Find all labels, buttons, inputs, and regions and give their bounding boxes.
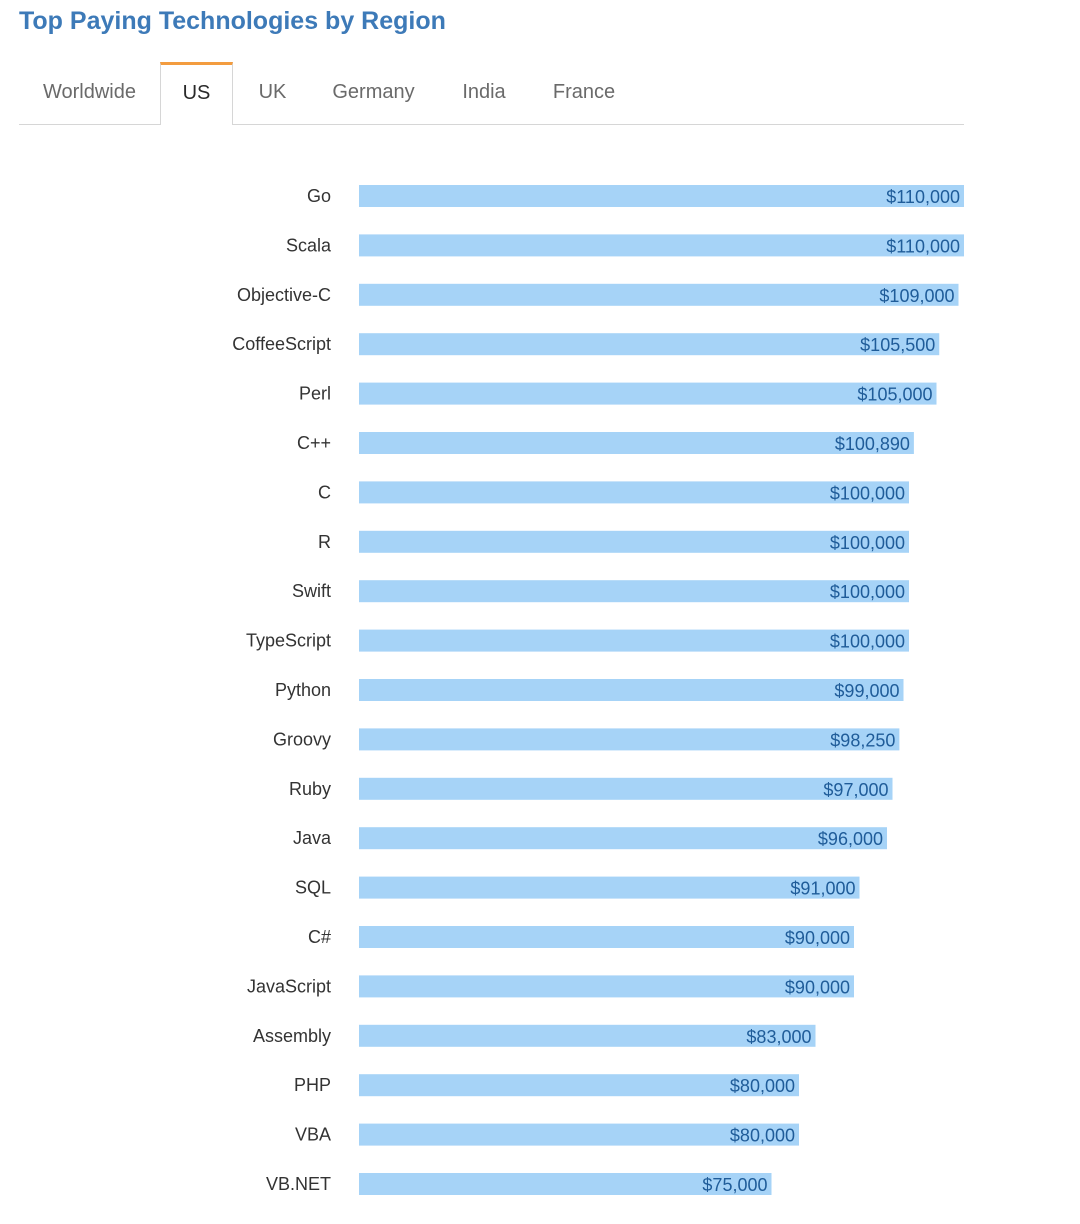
- category-label: Scala: [286, 235, 332, 255]
- bar: [359, 382, 937, 405]
- bar: [359, 185, 964, 207]
- category-label: Go: [307, 186, 331, 206]
- category-label: VBA: [295, 1125, 331, 1145]
- category-label: Perl: [299, 384, 331, 404]
- value-label: $90,000: [785, 977, 850, 997]
- category-label: Groovy: [273, 729, 331, 749]
- value-label: $109,000: [879, 286, 954, 306]
- value-label: $96,000: [818, 829, 883, 849]
- value-label: $105,000: [857, 385, 932, 405]
- value-label: $80,000: [730, 1076, 795, 1096]
- bar: [359, 530, 909, 553]
- bar: [359, 876, 860, 899]
- bar: [359, 333, 940, 356]
- bar: [359, 1173, 772, 1195]
- category-label: PHP: [294, 1075, 331, 1095]
- category-label: C#: [308, 927, 331, 947]
- tab-germany[interactable]: Germany: [332, 81, 415, 103]
- category-label: Assembly: [253, 1026, 331, 1046]
- bar: [359, 926, 854, 948]
- value-label: $80,000: [730, 1126, 795, 1146]
- bar: [359, 1123, 799, 1146]
- category-label: Java: [293, 828, 332, 848]
- value-label: $100,000: [830, 582, 905, 602]
- value-label: $97,000: [823, 780, 888, 800]
- value-label: $98,250: [830, 730, 895, 750]
- category-label: SQL: [295, 878, 331, 898]
- category-label: Python: [275, 680, 331, 700]
- tab-uk[interactable]: UK: [258, 81, 287, 103]
- value-label: $100,000: [830, 483, 905, 503]
- bar: [359, 432, 914, 454]
- value-label: $100,890: [835, 434, 910, 454]
- category-label: C++: [297, 433, 331, 453]
- category-label: C: [318, 482, 331, 502]
- bar: [359, 234, 964, 257]
- value-label: $90,000: [785, 928, 850, 948]
- value-label: $83,000: [746, 1027, 811, 1047]
- category-label: R: [318, 532, 331, 552]
- bar: [359, 728, 900, 751]
- bar: [359, 679, 904, 701]
- category-label: CoffeeScript: [232, 334, 331, 354]
- category-label: TypeScript: [246, 631, 331, 651]
- value-label: $110,000: [886, 187, 960, 207]
- category-label: Swift: [292, 581, 331, 601]
- category-label: Ruby: [289, 779, 331, 799]
- page-title: Top Paying Technologies by Region: [19, 7, 446, 35]
- value-label: $75,000: [702, 1175, 767, 1195]
- bar: [359, 975, 854, 998]
- category-label: JavaScript: [247, 976, 331, 996]
- value-label: $110,000: [886, 236, 960, 256]
- value-label: $100,000: [830, 533, 905, 553]
- value-label: $99,000: [834, 681, 899, 701]
- bar: [359, 481, 909, 504]
- region-tabs: Worldwide US UK Germany India France: [19, 62, 964, 125]
- bar: [359, 777, 893, 800]
- bar: [359, 827, 887, 850]
- tab-france[interactable]: France: [552, 81, 616, 103]
- value-label: $105,500: [860, 335, 935, 355]
- bar: [359, 1024, 816, 1047]
- category-label: Objective-C: [237, 285, 331, 305]
- bar: [359, 283, 959, 306]
- value-label: $91,000: [790, 879, 855, 899]
- value-label: $100,000: [830, 632, 905, 652]
- bar: [359, 580, 909, 603]
- bar: [359, 1074, 799, 1097]
- bar: [359, 629, 909, 652]
- category-label: VB.NET: [266, 1174, 331, 1194]
- tab-india[interactable]: India: [462, 81, 506, 103]
- tab-us[interactable]: US: [160, 62, 233, 125]
- tab-worldwide[interactable]: Worldwide: [43, 81, 136, 103]
